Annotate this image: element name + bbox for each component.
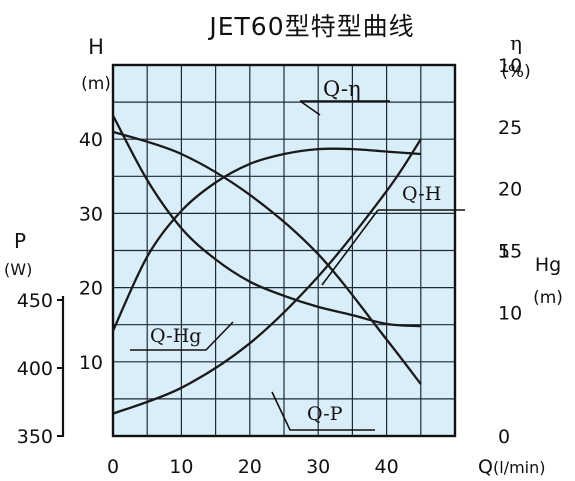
x-axis-tick-label: 40	[375, 456, 399, 478]
p-axis-unit: (W)	[4, 260, 32, 279]
eta-axis-tick-label: 20	[498, 179, 522, 201]
hg-axis-unit: (m)	[533, 288, 563, 308]
x-axis-label: Q	[478, 456, 493, 478]
plot-frame	[111, 63, 457, 438]
series-q-h-label: Q-H	[402, 183, 441, 205]
series-q-hg-leader	[130, 321, 234, 351]
series-q-p-line	[112, 138, 422, 415]
h-axis-tick-label: 20	[79, 278, 103, 300]
series-q-h-line	[111, 114, 421, 328]
eta-axis-tick-label: 15	[498, 241, 522, 263]
x-axis-tick-label: 30	[306, 456, 330, 478]
p-axis-tick-label: 450	[17, 290, 53, 312]
hg-axis-label: Hg	[535, 254, 561, 276]
series-q-eta-line	[111, 147, 421, 332]
p-axis-label: P	[14, 229, 26, 253]
p-axis-tick-label: 350	[17, 426, 53, 448]
hg-axis-tick-label: 5	[498, 241, 510, 263]
series-q-h-leader	[321, 209, 465, 286]
eta-axis-label: η	[510, 31, 522, 55]
series-q-hg-line	[112, 130, 422, 385]
eta-axis-tick-label: 10	[498, 302, 522, 324]
series-q-p-label: Q-P	[307, 403, 343, 425]
h-axis-tick-label: 30	[79, 203, 103, 225]
chart-title: JET60型特型曲线	[207, 12, 414, 41]
hg-axis-tick-label: 10	[498, 55, 522, 77]
x-axis-unit: (l/min)	[493, 458, 546, 477]
x-axis-tick-label: 20	[238, 456, 262, 478]
x-axis-tick-label: 0	[107, 456, 119, 478]
series-q-eta-label: Q-η	[323, 77, 361, 101]
series-q-p-leader	[271, 391, 375, 431]
series-q-hg-label: Q-Hg	[150, 325, 201, 347]
eta-axis-unit: (%)	[501, 62, 530, 82]
h-axis-tick-label: 10	[79, 352, 103, 374]
series-q-eta-leader	[299, 100, 390, 116]
h-axis-unit: (m)	[81, 74, 111, 94]
x-axis-tick-label: 10	[169, 456, 193, 478]
eta-axis-tick-label: 25	[498, 117, 522, 139]
p-axis-tick-label: 400	[17, 358, 53, 380]
h-axis-label: H	[88, 35, 104, 59]
hg-axis-tick-label: 0	[498, 426, 510, 448]
h-axis-tick-label: 40	[79, 129, 103, 151]
